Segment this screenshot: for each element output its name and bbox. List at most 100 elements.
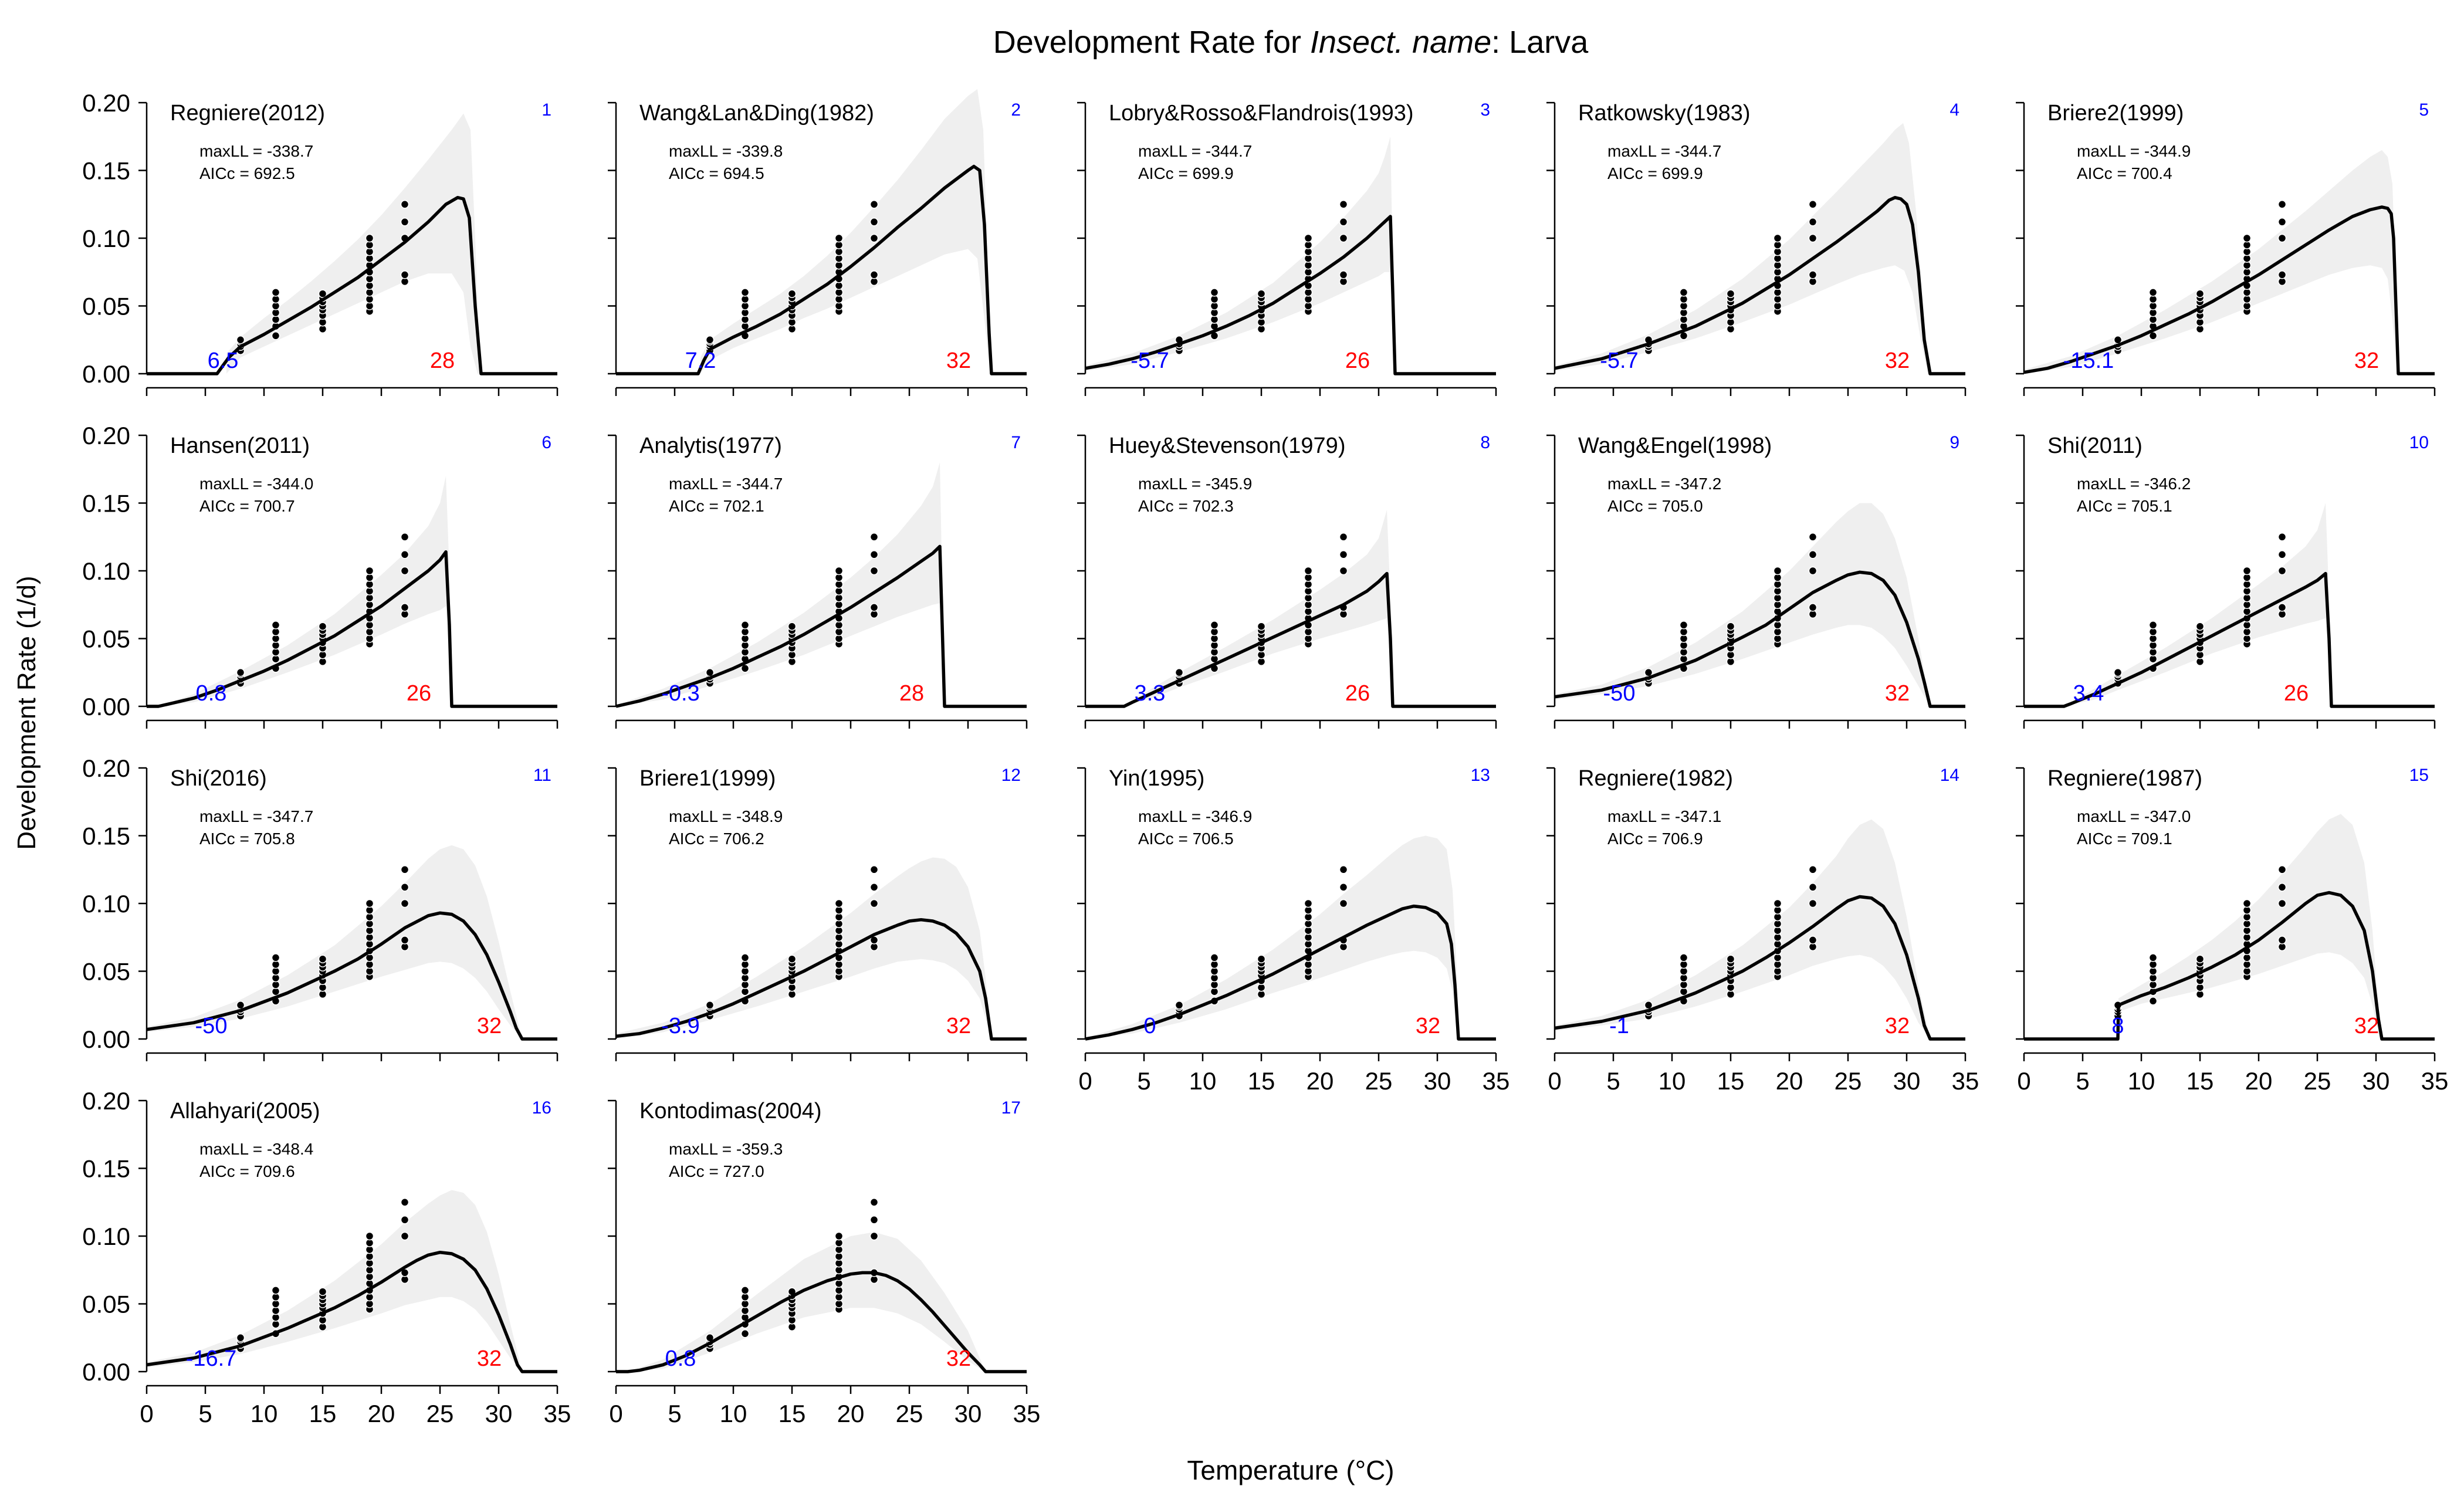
aicc-stat: AICc = 702.3	[1138, 497, 1234, 515]
x-tick-label: 5	[668, 1400, 681, 1427]
tmax-label: 32	[477, 1014, 502, 1038]
x-tick-label: 25	[427, 1400, 454, 1427]
model-name: Regniere(1987)	[2047, 766, 2202, 791]
maxll-stat: maxLL = -345.9	[1138, 475, 1252, 493]
data-point	[1339, 233, 1348, 243]
maxll-stat: maxLL = -339.8	[669, 142, 783, 160]
panel-16: 0.00 0.05 0.10 0.15 0.20 0 5 10 15 20 25 30 35 Allahy…	[82, 1087, 571, 1427]
fitted-curve	[1085, 215, 1496, 375]
y-tick-label: 0.00	[82, 693, 130, 720]
data-point	[271, 621, 280, 629]
tmin-label: -5.7	[1600, 348, 1638, 373]
tmax-label: 28	[430, 348, 455, 373]
data-point	[400, 1198, 409, 1207]
data-point	[365, 233, 374, 243]
data-point	[400, 550, 409, 559]
aicc-stat: AICc = 709.1	[2077, 830, 2172, 848]
maxll-stat: maxLL = -344.7	[1607, 142, 1721, 160]
model-name: Wang&Engel(1998)	[1578, 434, 1772, 458]
data-point	[2148, 997, 2158, 1006]
panel-3: Lobry&Rosso&Flandrois(1993) 3 maxLL = -344…	[1077, 100, 1497, 396]
x-tick-label: 35	[1483, 1067, 1510, 1095]
y-tick-label: 0.00	[82, 1358, 130, 1386]
data-point	[2277, 233, 2287, 243]
x-tick-label: 20	[1776, 1067, 1803, 1095]
data-point	[740, 288, 750, 297]
fitted-curve	[147, 550, 557, 708]
maxll-stat: maxLL = -344.7	[1138, 142, 1252, 160]
data-point	[869, 218, 879, 226]
data-point	[1726, 955, 1735, 963]
y-tick-label: 0.20	[82, 754, 130, 782]
tmin-label: 0.8	[665, 1346, 696, 1371]
aicc-stat: AICc = 706.2	[669, 830, 764, 848]
fitted-curve	[1085, 904, 1496, 1041]
x-tick-label: 10	[720, 1400, 747, 1427]
model-rank: 16	[532, 1098, 551, 1118]
data-point	[400, 566, 409, 576]
data-point	[1808, 865, 1817, 874]
data-point	[365, 1231, 374, 1241]
confidence-band	[1555, 123, 1930, 374]
confidence-band	[1124, 510, 1393, 706]
x-tick-label: 20	[837, 1400, 865, 1427]
x-tick-label: 10	[1659, 1067, 1686, 1095]
x-tick-label: 25	[2304, 1067, 2331, 1095]
model-rank: 6	[541, 433, 551, 452]
data-point	[787, 289, 797, 298]
y-axis-label: Development Rate (1/d)	[12, 576, 41, 849]
x-tick-label: 0	[609, 1400, 622, 1427]
confidence-band	[616, 462, 945, 706]
data-point	[400, 270, 409, 279]
data-point	[2242, 566, 2252, 576]
data-point	[400, 1231, 409, 1241]
data-point	[400, 899, 409, 908]
tmin-label: 3.4	[2073, 681, 2104, 706]
x-axis-label: Temperature (°C)	[1187, 1455, 1394, 1485]
data-point	[1726, 622, 1735, 631]
data-point	[1773, 899, 1782, 908]
model-rank: 7	[1011, 433, 1021, 452]
data-point	[1304, 233, 1313, 243]
fitted-curve	[146, 911, 557, 1041]
data-point	[1808, 883, 1817, 892]
data-point	[869, 200, 879, 209]
data-point	[869, 1231, 879, 1241]
data-point	[400, 1216, 409, 1224]
data-point	[271, 331, 280, 340]
x-tick-label: 35	[2421, 1067, 2449, 1095]
data-point	[2195, 955, 2205, 963]
data-point	[2242, 899, 2252, 908]
x-tick-label: 0	[1078, 1067, 1092, 1095]
confidence-band	[2024, 150, 2398, 374]
data-point	[740, 1286, 750, 1295]
data-point	[1257, 622, 1266, 631]
data-point	[2277, 883, 2287, 892]
data-point	[236, 668, 245, 677]
tmin-label: -3.9	[661, 1014, 699, 1038]
y-tick-label: 0.00	[82, 360, 130, 388]
model-name: Briere2(1999)	[2047, 101, 2184, 126]
data-point	[1808, 200, 1817, 209]
tmax-label: 26	[2284, 681, 2309, 706]
x-tick-label: 25	[1365, 1067, 1393, 1095]
data-point	[869, 899, 879, 908]
data-point	[318, 1287, 327, 1296]
model-name: Shi(2016)	[170, 766, 267, 791]
data-point	[869, 233, 879, 243]
data-point	[2242, 233, 2252, 243]
data-point	[834, 566, 844, 576]
confidence-band	[1085, 835, 1460, 1039]
fitted-curve	[147, 195, 557, 375]
panel-17: 0 5 10 15 20 25 30 35 Kontodimas(2004) 17 maxLL = …	[608, 1098, 1040, 1427]
model-rank: 11	[533, 766, 551, 785]
data-point	[1210, 621, 1219, 629]
tmin-label: 0.8	[196, 681, 227, 706]
maxll-stat: maxLL = -347.7	[199, 807, 313, 825]
data-point	[1808, 603, 1817, 612]
tmax-label: 32	[946, 1346, 971, 1371]
panel-14: 0 5 10 15 20 25 30 35 Regniere(1982) 14 maxLL = -3…	[1546, 766, 1979, 1095]
model-name: Wang&Lan&Ding(1982)	[639, 101, 874, 126]
model-name: Allahyari(2005)	[170, 1099, 320, 1123]
y-tick-label: 0.20	[82, 1087, 130, 1115]
